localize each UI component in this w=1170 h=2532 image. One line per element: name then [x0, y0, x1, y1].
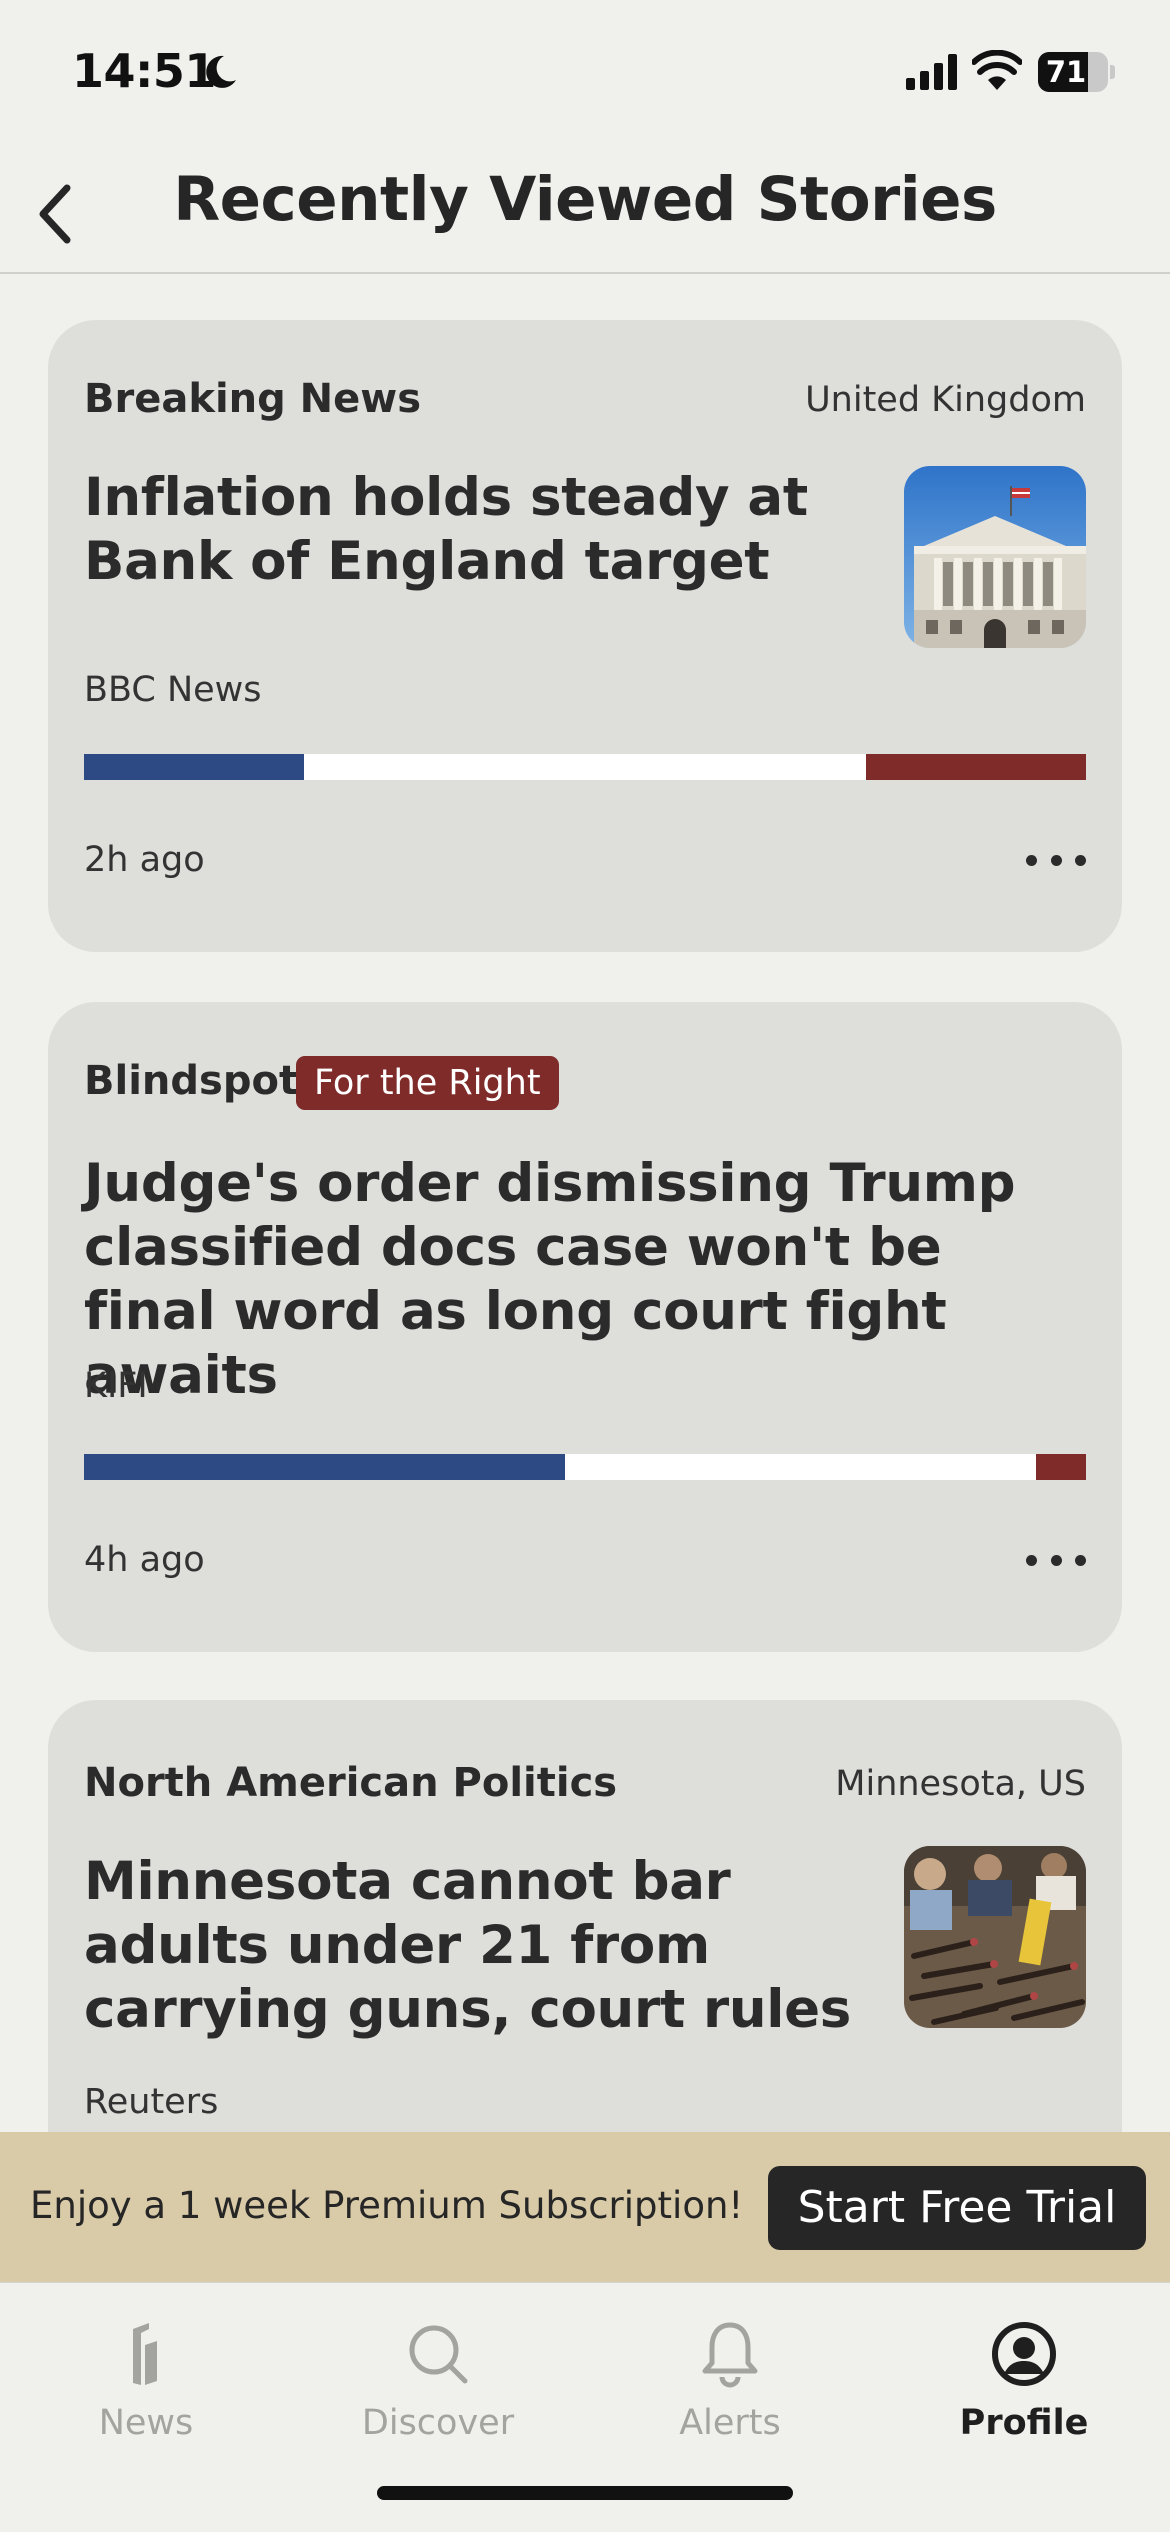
bias-left-segment [84, 754, 305, 780]
bell-icon [702, 2322, 758, 2388]
blindspot-badge: For the Right [296, 1056, 559, 1110]
wifi-icon [972, 50, 1022, 90]
ground-news-logo-icon [133, 2323, 157, 2385]
tab-label: Profile [959, 2403, 1089, 2443]
chevron-left-icon [39, 184, 71, 244]
bias-right-segment [1035, 1454, 1086, 1480]
header: Recently Viewed Stories [0, 150, 1170, 274]
tab-label: Alerts [679, 2403, 781, 2443]
tab-label: Discover [361, 2403, 515, 2443]
story-location: Minnesota, US [835, 1764, 1086, 1804]
status-bar: 14:51 71 [0, 0, 1170, 150]
story-headline: Minnesota cannot bar adults under 21 fro… [84, 1851, 852, 2040]
story-source: Reuters [84, 2082, 219, 2122]
story-headline: Judge's order dismissing Trump classifie… [84, 1153, 1016, 1406]
story-time: 4h ago [84, 1540, 205, 1580]
bias-left-segment [84, 1454, 565, 1480]
tab-profile[interactable]: Profile [904, 2303, 1144, 2453]
promo-banner: Enjoy a 1 week Premium Subscription! Sta… [0, 2132, 1170, 2282]
bias-bar [84, 754, 1086, 780]
story-thumbnail [904, 466, 1086, 648]
story-headline: Inflation holds steady at Bank of Englan… [84, 467, 808, 592]
start-free-trial-button[interactable]: Start Free Trial [768, 2166, 1146, 2250]
battery-icon: 71 [1038, 52, 1116, 92]
tab-label: News [98, 2403, 194, 2443]
bias-right-segment [865, 754, 1086, 780]
more-options-button[interactable] [1026, 1540, 1086, 1580]
story-source: BBC News [84, 670, 262, 710]
story-card[interactable]: Blindspot: For the Right Judge's order d… [48, 1002, 1122, 1652]
tab-news[interactable]: News [26, 2303, 266, 2453]
bias-bar [84, 1454, 1086, 1480]
tab-discover[interactable]: Discover [318, 2303, 558, 2453]
story-category: Breaking News [84, 376, 422, 422]
back-button[interactable] [20, 174, 90, 254]
story-location: United Kingdom [805, 380, 1086, 420]
story-time: 2h ago [84, 840, 205, 880]
more-options-button[interactable] [1026, 840, 1086, 880]
home-indicator [377, 2486, 793, 2500]
battery-fill [1038, 52, 1088, 92]
tab-alerts[interactable]: Alerts [610, 2303, 850, 2453]
signal-icon [906, 54, 957, 90]
blindspot-label: Blindspot: [84, 1058, 315, 1104]
moon-icon [206, 55, 236, 88]
page-title: Recently Viewed Stories [173, 164, 997, 235]
search-icon [409, 2325, 468, 2384]
status-time: 14:51 [72, 44, 216, 98]
promo-text: Enjoy a 1 week Premium Subscription! [30, 2184, 744, 2227]
profile-icon [992, 2322, 1056, 2386]
story-thumbnail [904, 1846, 1086, 2028]
battery-level: 71 [1045, 55, 1087, 89]
story-category: North American Politics [84, 1760, 618, 1806]
bias-center-segment [564, 1454, 1036, 1480]
story-card[interactable]: Breaking News United Kingdom Inflation h… [48, 320, 1122, 952]
bias-center-segment [304, 754, 866, 780]
story-source: KIFI [84, 1366, 148, 1406]
